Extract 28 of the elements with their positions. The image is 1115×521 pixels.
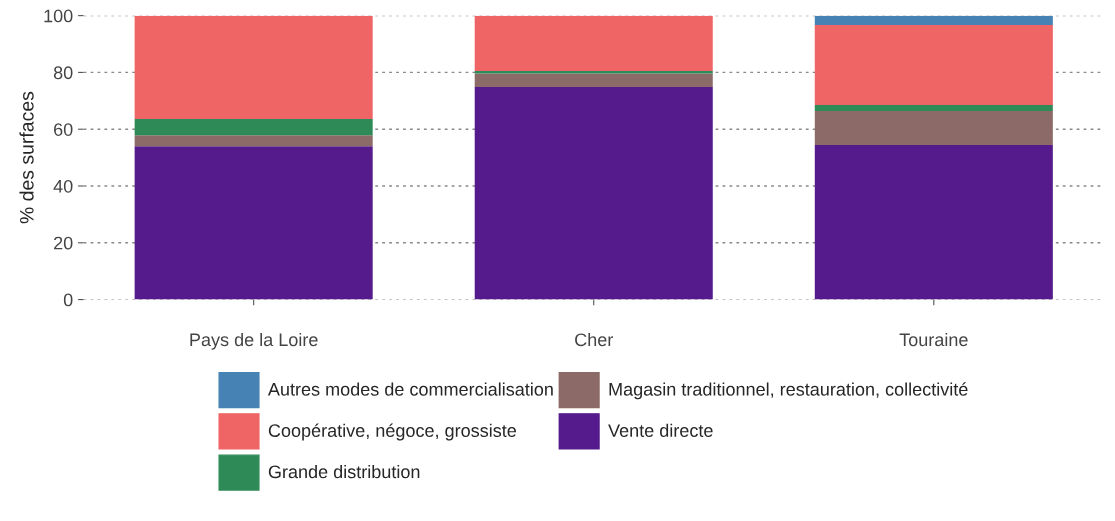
x-tick-label: Touraine [899, 332, 968, 347]
bar [474, 71, 713, 74]
legend-label: Grande distribution [268, 464, 420, 479]
bar [134, 118, 373, 136]
bar [134, 135, 373, 147]
legend-label: Coopérative, négoce, grossiste [268, 423, 517, 441]
x-tick-label: Cher [575, 332, 614, 347]
bar [134, 15, 373, 119]
bar [814, 111, 1053, 146]
bar [474, 86, 713, 300]
legend-label: Magasin traditionnel, restauration, collectivité [609, 382, 968, 400]
y-tick-label: 80 [53, 66, 73, 80]
x-tick-label: Pays de la Loire [190, 332, 318, 350]
bar [474, 15, 713, 71]
legend-label: Autres modes de commercialisation [267, 382, 553, 396]
y-tick-label: 60 [54, 123, 73, 136]
bar [814, 15, 1053, 25]
y-tick-label: 40 [53, 179, 73, 193]
bar [134, 146, 373, 300]
y-tick-label: 100 [44, 9, 73, 23]
y-axis-title: % des surfaces [19, 91, 34, 224]
legend-label: Vente directe [608, 423, 713, 437]
y-tick-label: 0 [63, 293, 73, 307]
bar [814, 105, 1053, 112]
bar [474, 73, 713, 87]
bar [814, 145, 1053, 300]
y-tick-label: 20 [54, 236, 73, 250]
bar [814, 25, 1053, 106]
